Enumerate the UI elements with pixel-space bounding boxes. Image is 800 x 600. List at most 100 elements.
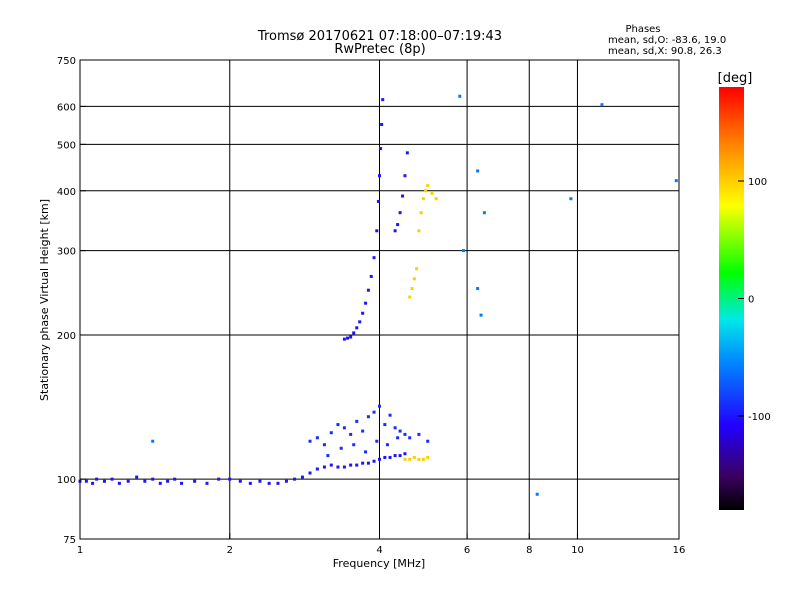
- colorbar-ticks: 100 0 -100: [738, 177, 771, 423]
- data-point: [308, 439, 312, 443]
- data-point: [91, 481, 95, 485]
- data-point: [388, 455, 392, 459]
- data-point: [355, 419, 359, 423]
- data-point: [339, 446, 343, 450]
- colorbar-tick-label: 0: [748, 295, 754, 306]
- data-point: [569, 197, 573, 201]
- data-point: [388, 413, 392, 417]
- data-point: [336, 423, 340, 427]
- colorbar-tick-label: -100: [748, 412, 771, 423]
- data-point: [378, 457, 381, 461]
- y-tick-label: 500: [57, 140, 76, 151]
- stats-heading: Phases: [625, 24, 660, 35]
- data-point: [366, 461, 370, 465]
- data-point: [430, 191, 434, 195]
- data-point: [372, 459, 376, 463]
- data-point: [355, 463, 359, 467]
- y-tick-label: 200: [57, 331, 76, 342]
- data-point: [361, 429, 365, 433]
- data-point: [535, 492, 539, 496]
- data-point: [369, 274, 373, 278]
- data-point: [381, 98, 385, 102]
- data-point: [426, 439, 430, 443]
- data-point: [375, 439, 379, 443]
- data-point: [366, 415, 370, 419]
- y-tick-label: 100: [57, 475, 76, 486]
- data-point: [158, 481, 162, 485]
- data-point: [342, 426, 346, 430]
- data-point: [329, 431, 333, 435]
- data-point: [135, 475, 139, 479]
- data-point: [372, 410, 376, 414]
- x-tick-label: 10: [571, 545, 584, 556]
- stats-x-mode: mean, sd,X: 90.8, 26.3: [608, 46, 722, 57]
- data-point: [361, 461, 365, 465]
- y-tick-label: 750: [57, 56, 76, 67]
- data-point: [173, 477, 177, 481]
- data-point: [372, 256, 376, 260]
- data-point: [434, 197, 438, 201]
- data-point: [276, 481, 280, 485]
- data-point: [415, 267, 419, 271]
- data-point: [383, 455, 387, 459]
- chart-title: Tromsø 20170621 07:18:00–07:19:43: [257, 29, 502, 44]
- data-point: [342, 465, 346, 469]
- data-point: [385, 443, 389, 447]
- data-point: [364, 450, 368, 454]
- data-point: [315, 467, 319, 471]
- data-point: [346, 336, 350, 340]
- data-point: [151, 439, 155, 443]
- data-point: [403, 432, 407, 436]
- data-point: [401, 194, 405, 198]
- data-point: [461, 249, 465, 253]
- data-points: [78, 94, 678, 496]
- colorbar-label: [deg]: [718, 71, 753, 86]
- data-point: [408, 436, 412, 440]
- data-point: [393, 454, 397, 458]
- data-point: [238, 479, 242, 483]
- data-point: [308, 471, 312, 475]
- data-point: [258, 479, 262, 483]
- x-tick-label: 6: [464, 545, 470, 556]
- data-point: [419, 211, 423, 215]
- data-point: [326, 454, 330, 458]
- data-point: [95, 477, 99, 481]
- data-point: [426, 455, 430, 459]
- data-point: [379, 147, 383, 151]
- y-axis-label: Stationary phase Virtual Height [km]: [38, 199, 51, 401]
- data-point: [205, 481, 209, 485]
- data-point: [117, 481, 121, 485]
- data-point: [358, 320, 362, 324]
- data-point: [336, 465, 340, 469]
- data-point: [322, 443, 326, 447]
- data-point: [349, 463, 353, 467]
- colorbar-tick-label: 100: [748, 177, 767, 188]
- data-point: [380, 123, 384, 127]
- data-point: [393, 426, 397, 430]
- data-point: [398, 454, 402, 458]
- data-point: [126, 479, 130, 483]
- y-tick-label: 400: [57, 187, 76, 198]
- data-point: [329, 463, 333, 467]
- data-point: [349, 335, 353, 339]
- data-point: [421, 457, 425, 461]
- x-axis-label: Frequency [MHz]: [333, 557, 425, 570]
- x-tick-label: 8: [526, 545, 532, 556]
- data-point: [375, 229, 379, 233]
- data-point: [293, 477, 297, 481]
- data-point: [342, 337, 346, 341]
- data-point: [352, 443, 356, 447]
- data-point: [476, 287, 480, 291]
- axis-ticks: 1 2 4 6 8 10 16 75 100 200 300 400 500 600 750: [57, 56, 685, 556]
- data-point: [396, 436, 400, 440]
- data-point: [398, 429, 402, 433]
- data-point: [378, 174, 381, 178]
- x-tick-label: 2: [227, 545, 233, 556]
- x-tick-label: 16: [673, 545, 686, 556]
- data-point: [102, 479, 106, 483]
- data-point: [151, 477, 155, 481]
- data-point: [396, 223, 400, 227]
- data-point: [315, 436, 319, 440]
